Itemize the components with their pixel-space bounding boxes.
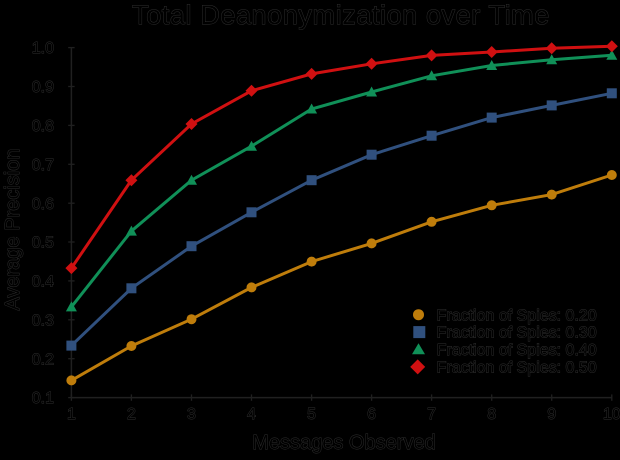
svg-text:1: 1	[67, 406, 76, 423]
svg-text:0.2: 0.2	[32, 351, 54, 368]
svg-text:Fraction of Spies: 0.20: Fraction of Spies: 0.20	[437, 307, 597, 324]
svg-text:Fraction of Spies: 0.30: Fraction of Spies: 0.30	[437, 325, 597, 342]
svg-text:0.6: 0.6	[32, 196, 54, 213]
svg-text:Average Precision: Average Precision	[2, 149, 24, 311]
svg-text:Fraction of Spies: 0.40: Fraction of Spies: 0.40	[437, 342, 597, 359]
svg-text:0.7: 0.7	[32, 157, 54, 174]
svg-text:Total Deanonymization over Tim: Total Deanonymization over Time	[132, 0, 550, 30]
svg-text:10: 10	[603, 406, 620, 423]
svg-text:0.9: 0.9	[32, 79, 54, 96]
svg-text:0.8: 0.8	[32, 118, 54, 135]
svg-text:7: 7	[427, 406, 436, 423]
svg-text:6: 6	[367, 406, 376, 423]
svg-text:0.5: 0.5	[32, 235, 54, 252]
svg-text:5: 5	[307, 406, 316, 423]
svg-text:8: 8	[487, 406, 496, 423]
svg-text:1.0: 1.0	[32, 40, 54, 57]
svg-text:0.1: 0.1	[32, 390, 54, 407]
svg-text:0.3: 0.3	[32, 312, 54, 329]
svg-text:2: 2	[127, 406, 136, 423]
svg-text:9: 9	[547, 406, 556, 423]
svg-text:Messages Observed: Messages Observed	[252, 432, 435, 454]
svg-text:4: 4	[247, 406, 256, 423]
svg-text:0.4: 0.4	[32, 274, 54, 291]
svg-text:3: 3	[187, 406, 196, 423]
svg-text:Fraction of Spies: 0.50: Fraction of Spies: 0.50	[437, 360, 597, 377]
